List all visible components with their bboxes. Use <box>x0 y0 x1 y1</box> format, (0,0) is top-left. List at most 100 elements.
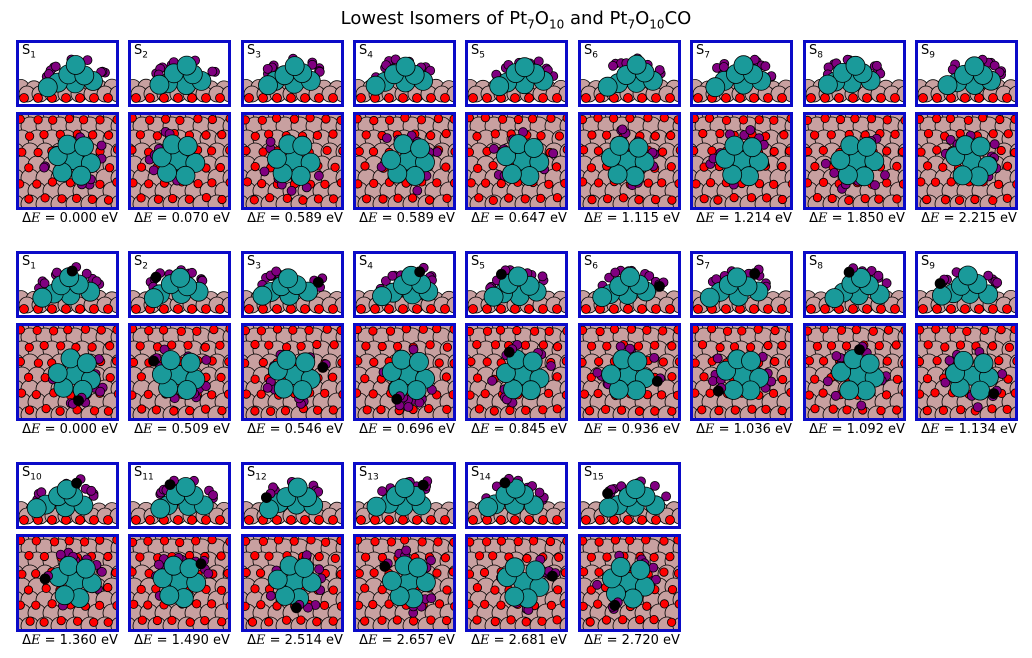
isomer-side-view: S4 <box>353 251 456 318</box>
surface-atom <box>566 80 568 96</box>
equals-sign: = <box>40 633 60 648</box>
energy-value: 0.589 <box>284 211 322 226</box>
oxygen-atom <box>336 569 341 579</box>
energy-symbol: E <box>255 633 266 648</box>
pt-atom <box>839 380 860 401</box>
oxygen-atom <box>932 93 942 103</box>
side-view-structure <box>356 54 453 103</box>
surface-atom <box>679 503 681 519</box>
oxygen-atom <box>392 341 403 352</box>
pt-atom <box>831 362 851 382</box>
top-view-structure <box>693 326 790 418</box>
surface-atom <box>455 115 456 122</box>
delta-symbol: Δ <box>471 633 480 648</box>
oxygen-atom <box>47 304 57 314</box>
oxygen-atom <box>513 115 523 125</box>
oxygen-atom <box>356 568 364 578</box>
isomer-top-view <box>690 323 793 421</box>
oxygen-atom <box>272 93 282 103</box>
oxygen-atom <box>538 93 548 103</box>
oxygen-atom <box>623 304 633 314</box>
top-view-structure <box>356 326 453 418</box>
energy-unit: eV <box>545 211 567 226</box>
pt-atom <box>278 268 299 289</box>
oxygen-atom <box>19 179 25 189</box>
pt-atom <box>483 286 504 307</box>
isomer-top-view <box>578 534 681 632</box>
isomer-side-view: S2 <box>128 40 231 107</box>
oxygen-atom <box>704 115 715 123</box>
oxygen-atom <box>552 404 562 414</box>
oxygen-atom <box>468 390 475 400</box>
oxygen-atom <box>659 599 670 609</box>
pt-atom <box>859 353 880 374</box>
pt-atom <box>160 350 181 370</box>
oxygen-atom <box>609 304 619 314</box>
pt-atom <box>931 285 952 306</box>
oxygen-atom <box>524 93 534 103</box>
oxygen-atom <box>434 358 444 368</box>
energy-unit: eV <box>883 211 905 226</box>
oxygen-atom <box>891 340 901 350</box>
equals-sign: = <box>265 211 285 226</box>
oxygen-atom <box>777 161 787 172</box>
energy-label: ΔE = 1.134 eV <box>913 422 1025 437</box>
oxygen-atom <box>892 161 902 172</box>
oxygen-atom <box>806 178 812 188</box>
oxygen-atom <box>918 326 925 335</box>
oxygen-atom <box>426 593 437 604</box>
pt-atom <box>519 166 540 186</box>
oxygen-atom <box>581 326 588 335</box>
pt-atom <box>149 74 170 95</box>
isomer-top-view <box>16 534 119 632</box>
carbon-atom <box>654 281 665 292</box>
oxygen-atom <box>693 326 700 334</box>
oxygen-atom <box>266 406 276 416</box>
oxygen-atom <box>876 93 886 103</box>
isomer-label-index: 13 <box>367 472 379 483</box>
oxygen-atom <box>272 326 283 334</box>
oxygen-atom <box>89 304 99 314</box>
surface-atom <box>447 406 453 418</box>
oxygen-atom <box>111 568 116 578</box>
oxygen-atom <box>244 601 250 611</box>
isomer-label: S3 <box>247 44 261 63</box>
side-view-structure <box>244 53 341 103</box>
energy-symbol: E <box>817 422 828 437</box>
energy-label: ΔE = 0.070 eV <box>126 211 238 226</box>
oxygen-atom <box>306 537 316 545</box>
pt-atom <box>626 54 647 75</box>
oxygen-atom <box>207 178 217 188</box>
oxygen-atom <box>842 405 852 415</box>
oxygen-atom <box>882 146 892 156</box>
carbon-atom <box>261 492 272 503</box>
oxygen-atom <box>988 129 998 139</box>
oxygen-atom <box>89 515 99 525</box>
oxygen-atom <box>585 617 595 627</box>
oxygen-atom <box>482 304 492 314</box>
oxygen-atom <box>769 115 779 125</box>
oxygen-atom <box>830 390 841 401</box>
oxygen-atom <box>490 129 500 139</box>
oxygen-atom <box>545 537 556 547</box>
oxygen-atom <box>488 160 498 171</box>
oxygen-atom <box>24 551 34 561</box>
oxygen-atom <box>356 179 363 189</box>
oxygen-atom <box>377 585 387 595</box>
energy-value: 0.589 <box>396 211 434 226</box>
surface-atom <box>680 604 681 622</box>
carbon-atom <box>73 395 84 407</box>
energy-unit: eV <box>321 422 343 437</box>
oxygen-atom <box>474 404 484 414</box>
carbon-atom <box>609 599 621 611</box>
oxygen-atom <box>152 131 162 141</box>
equals-sign: = <box>265 633 285 648</box>
oxygen-atom <box>328 616 338 626</box>
oxygen-atom <box>637 304 647 314</box>
isomer-top-view <box>803 323 906 421</box>
isomer-label: S11 <box>134 466 154 485</box>
pt-atom <box>723 380 744 400</box>
oxygen-atom <box>818 177 829 188</box>
oxygen-atom <box>932 115 942 124</box>
oxygen-atom <box>356 515 366 525</box>
